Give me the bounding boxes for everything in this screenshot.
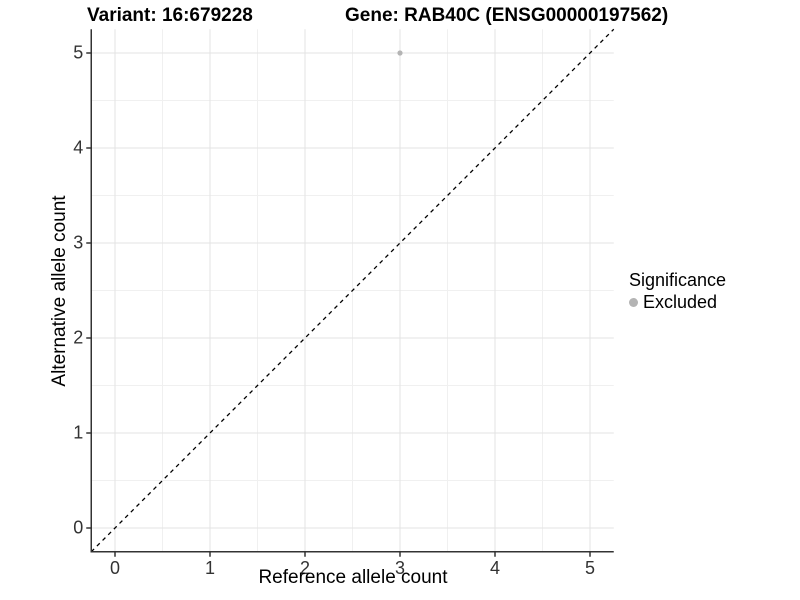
y-tick-label: 3 bbox=[73, 232, 84, 253]
legend-point-icon bbox=[629, 298, 638, 307]
legend: Significance Excluded bbox=[629, 270, 726, 313]
x-tick-label: 5 bbox=[584, 557, 596, 578]
data-point bbox=[397, 50, 403, 56]
y-tick-label: 4 bbox=[73, 137, 84, 158]
x-tick-label: 2 bbox=[299, 557, 311, 578]
identity-line bbox=[90, 28, 615, 553]
legend-item-excluded: Excluded bbox=[629, 292, 726, 313]
y-tick-label: 1 bbox=[73, 422, 84, 443]
x-tick-label: 0 bbox=[109, 557, 121, 578]
x-axis-title: Reference allele count bbox=[258, 567, 448, 588]
x-tick-label: 4 bbox=[489, 557, 501, 578]
y-tick-label: 0 bbox=[73, 517, 84, 538]
variant-title: Variant: 16:679228 bbox=[87, 5, 253, 26]
legend-title: Significance bbox=[629, 270, 727, 290]
y-tick-label: 2 bbox=[73, 327, 84, 348]
x-tick-label: 1 bbox=[204, 557, 216, 578]
x-tick-label: 3 bbox=[394, 557, 406, 578]
y-axis-title: Alternative allele count bbox=[49, 195, 70, 387]
gene-title: Gene: RAB40C (ENSG00000197562) bbox=[345, 5, 669, 26]
legend-item-label: Excluded bbox=[643, 292, 718, 312]
y-tick-label: 5 bbox=[73, 42, 84, 63]
